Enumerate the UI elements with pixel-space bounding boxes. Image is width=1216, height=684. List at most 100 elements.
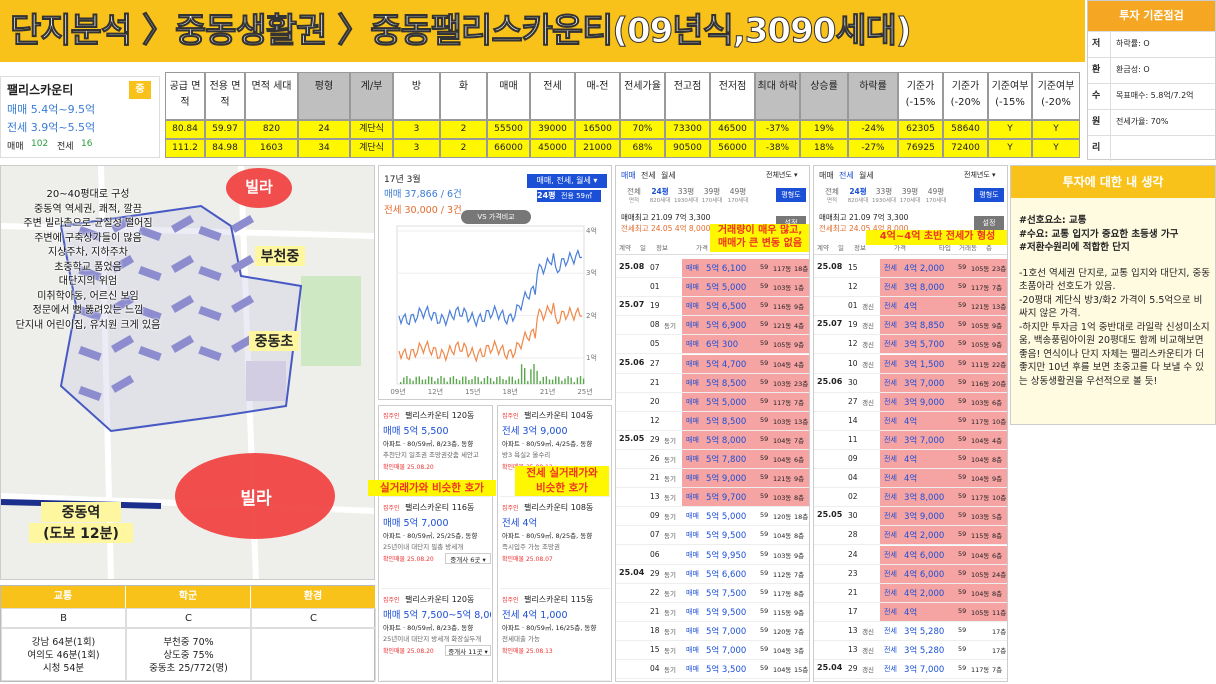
trade-area: 59 bbox=[760, 645, 769, 653]
rating-header: 환경 bbox=[251, 586, 376, 608]
trade-tag: 갱신 bbox=[862, 341, 874, 350]
summary-name: 팰리스카운티 bbox=[7, 83, 74, 97]
high-label: 전세최고 24.05 4억 8,000 bbox=[819, 224, 909, 233]
trade-type: 매매 bbox=[686, 626, 699, 635]
table-cell: -38% bbox=[755, 139, 800, 158]
volume-bar bbox=[517, 378, 520, 384]
rating-grade: C bbox=[126, 608, 251, 628]
table-cell: 3 bbox=[393, 139, 440, 158]
chart-y-label: 2억 bbox=[586, 311, 597, 320]
trade-floor: 13층 bbox=[794, 417, 809, 426]
header-divider bbox=[616, 254, 809, 255]
opinion-tag: #수요: 교통 입지가 중요한 초등생 가구 bbox=[1019, 228, 1179, 240]
row-divider bbox=[616, 659, 809, 660]
volume-bar bbox=[567, 376, 569, 384]
criteria-divider bbox=[1110, 57, 1111, 83]
trade-day: 04 bbox=[650, 664, 660, 674]
trade-floor: 8층 bbox=[992, 532, 1003, 541]
trade-price: 3억 1,500 bbox=[904, 359, 945, 370]
chart-rent: 전세 30,000 / 3건 bbox=[384, 205, 462, 216]
listing-owner: 집주인 bbox=[383, 597, 400, 604]
trade-price: 3억 5,280 bbox=[904, 626, 945, 637]
table-cell: -24% bbox=[848, 120, 898, 139]
table-header-cell: 최대 하락 bbox=[755, 72, 800, 120]
criteria-divider bbox=[1110, 31, 1111, 57]
criteria-label: 목표매수: 5.8억/7.2억 bbox=[1116, 91, 1194, 100]
trade-area: 59 bbox=[958, 358, 967, 367]
column-header: 정보 bbox=[656, 244, 668, 252]
row-highlight bbox=[880, 450, 1007, 468]
trade-floor: 6층 bbox=[992, 551, 1003, 560]
volume-bar bbox=[493, 381, 495, 384]
trade-panel: 매매 전세 월세 전체년도 ▾ 전체 면적 24평 820세대 33평 1930세대 39평 170세… bbox=[615, 165, 810, 682]
trade-price: 4억 6,000 bbox=[904, 569, 945, 580]
column-header: 거래동 bbox=[959, 244, 977, 252]
listing-card bbox=[500, 593, 610, 681]
row-divider bbox=[814, 353, 1007, 355]
trade-day: 12 bbox=[848, 339, 858, 349]
trade-type: 매매 bbox=[686, 665, 699, 674]
volume-bar bbox=[421, 379, 424, 384]
row-divider bbox=[616, 601, 809, 603]
listing-desc: 아파트 · 80/59㎡, 8/23층, 동향 bbox=[383, 624, 474, 632]
table-header-cell: 기준가 (-15% bbox=[898, 72, 943, 120]
row-highlight bbox=[682, 430, 809, 449]
map-building bbox=[230, 295, 255, 313]
row-divider bbox=[616, 353, 809, 355]
trade-dong: 117동 bbox=[971, 417, 990, 426]
map-building bbox=[111, 254, 135, 273]
summary-sale-count: 102 bbox=[31, 139, 49, 149]
trade-price: 4억 bbox=[904, 302, 918, 313]
trade-dong: 104동 bbox=[773, 436, 792, 445]
size-sub: 170세대 bbox=[701, 198, 723, 204]
volume-bar bbox=[555, 376, 557, 384]
settings-button: 설정 bbox=[974, 216, 1004, 230]
trade-dong: 103동 bbox=[773, 379, 792, 388]
trade-price: 3억 7,000 bbox=[904, 665, 945, 676]
criteria-row bbox=[1088, 57, 1215, 83]
trade-floor: 18층 bbox=[794, 265, 809, 273]
listing-owner: 집주인 bbox=[502, 505, 519, 512]
listing-price: 전세 3억 9,000 bbox=[502, 426, 568, 436]
row-highlight bbox=[880, 316, 1007, 335]
trade-area: 59 bbox=[760, 282, 769, 291]
trade-floor: 7층 bbox=[794, 627, 805, 636]
column-header: 가격 bbox=[894, 244, 906, 252]
table-cell: 16500 bbox=[575, 120, 620, 139]
trade-floor: 4층 bbox=[794, 322, 805, 331]
trade-price: 3억 8,850 bbox=[904, 321, 945, 332]
trade-tag: 동기 bbox=[664, 494, 676, 503]
listing-card bbox=[381, 593, 491, 681]
row-divider bbox=[814, 487, 1007, 489]
trade-tag: 갱신 bbox=[862, 303, 874, 312]
trade-month: 25.08 bbox=[817, 262, 843, 271]
criteria-key: 저 bbox=[1092, 39, 1101, 49]
trade-price: 3억 5,280 bbox=[904, 646, 945, 656]
trade-area: 59 bbox=[958, 587, 967, 596]
trade-floor: 13층 bbox=[992, 303, 1007, 312]
trade-month: 25.07 bbox=[817, 319, 843, 329]
trade-dong: 111동 bbox=[971, 360, 990, 369]
row-highlight bbox=[880, 411, 1007, 430]
volume-bar bbox=[477, 377, 479, 384]
trade-type: 매매 bbox=[686, 321, 699, 330]
listing-name: 팰리스카운티 115동 bbox=[524, 595, 594, 604]
row-divider bbox=[814, 296, 1007, 298]
trade-price: 5억 9,950 bbox=[706, 550, 747, 561]
table-header-cell: 매-전 bbox=[575, 72, 620, 120]
trade-type: 매매 bbox=[686, 474, 699, 483]
trade-day: 08 bbox=[650, 320, 660, 330]
column-header: 층 bbox=[986, 244, 992, 252]
trade-type: 전세 bbox=[884, 264, 897, 272]
trade-type: 매매 bbox=[686, 378, 699, 387]
volume-bar bbox=[582, 378, 585, 384]
trade-price: 5억 6,600 bbox=[706, 569, 747, 580]
listing-tags: 즉시입주 가능 조망권 bbox=[502, 543, 560, 551]
trade-day: 14 bbox=[848, 415, 858, 425]
map-note: 정문에서 뻥 뚫려있는 느낌 bbox=[32, 305, 144, 316]
trade-month: 25.05 bbox=[619, 433, 645, 443]
listing-name: 팰리스카운티 120동 bbox=[405, 595, 475, 604]
volume-bar bbox=[431, 376, 433, 384]
listing-tags: 추천단지 일조권 조망권갖춤 세안고 bbox=[383, 451, 479, 459]
map-building bbox=[110, 335, 135, 353]
